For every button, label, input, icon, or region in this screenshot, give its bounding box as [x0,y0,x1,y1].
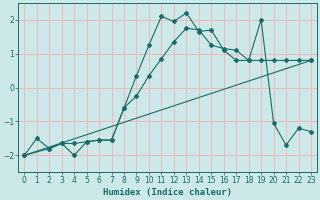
X-axis label: Humidex (Indice chaleur): Humidex (Indice chaleur) [103,188,232,197]
